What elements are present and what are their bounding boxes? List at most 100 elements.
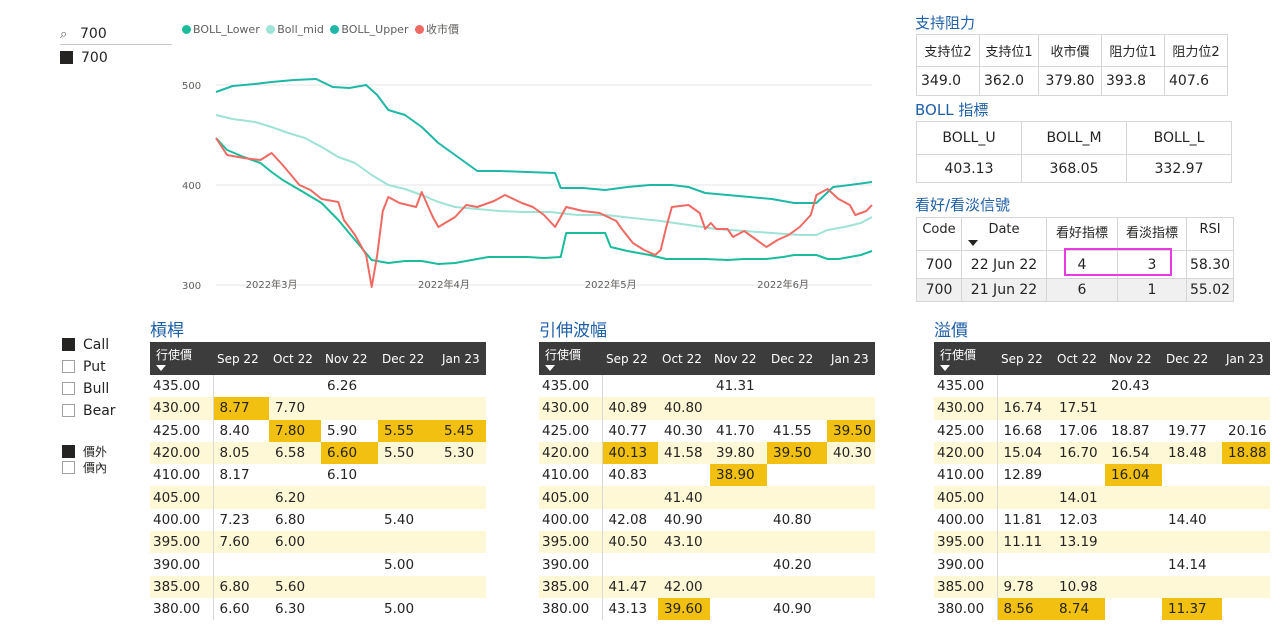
- column-header-date[interactable]: Date: [961, 217, 1047, 251]
- slicer-item-bull[interactable]: Bull: [62, 378, 116, 400]
- table-cell: 21 Jun 22: [961, 278, 1047, 302]
- matrix-row: 390.00 40.20: [539, 553, 875, 576]
- value-cell: [438, 486, 486, 509]
- legend-item-boll-mid[interactable]: Boll_mid: [266, 23, 324, 36]
- month-column-header[interactable]: Sep 22: [213, 342, 269, 375]
- series-line-[interactable]: [215, 137, 873, 288]
- month-column-header[interactable]: Sep 22: [997, 342, 1053, 375]
- month-column-header[interactable]: Dec 22: [767, 342, 827, 375]
- column-header[interactable]: RSI: [1186, 217, 1234, 251]
- series-line-boll-upper[interactable]: [215, 78, 873, 204]
- chart-legend: BOLL_Lower Boll_mid BOLL_Upper 收市價: [182, 21, 462, 37]
- month-column-header[interactable]: Oct 22: [658, 342, 710, 375]
- strike-cell: 425.00: [539, 419, 603, 442]
- value-cell: [378, 575, 438, 598]
- month-column-header[interactable]: Dec 22: [378, 342, 438, 375]
- month-column-header[interactable]: Oct 22: [269, 342, 321, 375]
- checkbox-icon[interactable]: [62, 338, 75, 351]
- stock-search-box[interactable]: ⌕ 700: [60, 26, 172, 45]
- value-cell: [1222, 531, 1270, 554]
- value-cell: [710, 397, 767, 420]
- table-header-row: 支持位2 支持位1 收市價 阻力位1 阻力位2: [916, 34, 1228, 67]
- strike-cell: 410.00: [934, 464, 998, 487]
- month-column-header[interactable]: Jan 23: [1222, 342, 1270, 375]
- matrix-row: 385.00 41.47 42.00: [539, 575, 875, 598]
- legend-item-boll-upper[interactable]: BOLL_Upper: [330, 23, 408, 36]
- value-cell: [438, 553, 486, 575]
- month-column-header[interactable]: Nov 22: [1105, 342, 1162, 375]
- month-column-header[interactable]: Dec 22: [1162, 342, 1222, 375]
- strike-cell: 400.00: [934, 508, 998, 532]
- value-cell: 14.14: [1168, 556, 1207, 573]
- checkbox-icon[interactable]: [62, 461, 75, 474]
- column-header[interactable]: 看淡指標: [1117, 217, 1187, 251]
- value-cell: 16.68: [1003, 422, 1043, 439]
- strike-cell: 435.00: [934, 375, 998, 398]
- strike-cell: 425.00: [150, 419, 214, 442]
- value-cell: 16.74: [997, 397, 1053, 420]
- checkbox-icon[interactable]: [62, 382, 75, 395]
- strike-column-header[interactable]: 行使價: [539, 342, 602, 375]
- strike-cell: 430.00: [150, 397, 214, 420]
- value-cell: [321, 598, 378, 620]
- value-cell: [1162, 464, 1222, 486]
- value-cell: 43.10: [658, 531, 710, 554]
- focus-highlight-box: [1064, 248, 1172, 276]
- checkbox-icon[interactable]: [62, 404, 75, 417]
- value-cell: 40.80: [773, 511, 812, 528]
- value-cell: [213, 553, 269, 575]
- value-cell: 5.00: [384, 556, 415, 573]
- value-cell: [827, 509, 875, 531]
- matrix-header-row: 行使價 Sep 22 Oct 22 Nov 22 Dec 22 Jan 23: [934, 342, 1270, 375]
- value-cell: 42.00: [658, 575, 710, 598]
- value-cell: [1053, 553, 1105, 575]
- value-cell: 6.80: [275, 511, 306, 528]
- sort-desc-icon[interactable]: [968, 240, 978, 246]
- value-cell: 41.55: [773, 422, 812, 439]
- strike-column-header[interactable]: 行使價: [150, 342, 213, 375]
- slicer-item-out-of-money[interactable]: 價外: [62, 444, 107, 460]
- value-cell: [1105, 509, 1162, 531]
- table-cell: 6: [1046, 278, 1118, 302]
- value-cell: [1105, 598, 1162, 620]
- value-cell: 13.19: [1053, 531, 1105, 554]
- value-cell: [269, 553, 321, 575]
- value-cell: [1222, 575, 1270, 598]
- series-line-boll-lower[interactable]: [215, 137, 873, 265]
- strike-column-header[interactable]: 行使價: [934, 342, 997, 375]
- value-cell: [321, 486, 378, 509]
- checkbox-icon[interactable]: [60, 51, 73, 64]
- month-column-header[interactable]: Oct 22: [1053, 342, 1105, 375]
- value-cell: 41.58: [658, 441, 710, 465]
- slicer-item-in-money[interactable]: 價內: [62, 460, 107, 476]
- matrix-table: 行使價 Sep 22 Oct 22 Nov 22 Dec 22 Jan 23 435.00 2…: [934, 342, 1270, 621]
- value-cell: 8.17: [219, 467, 250, 484]
- matrix-row: 395.00 11.11 13.19: [934, 531, 1270, 554]
- value-cell: [438, 464, 486, 486]
- slicer-item-700[interactable]: 700: [60, 47, 108, 69]
- support-resistance-table: 支持位2 支持位1 收市價 阻力位1 阻力位2 349.0 362.0 379.…: [916, 34, 1228, 96]
- sort-desc-icon[interactable]: [156, 365, 166, 371]
- search-input[interactable]: 700: [80, 26, 107, 42]
- series-line-boll-mid[interactable]: [215, 114, 873, 236]
- strike-cell: 385.00: [150, 575, 214, 598]
- sort-desc-icon[interactable]: [545, 365, 555, 371]
- legend-item-boll-lower[interactable]: BOLL_Lower: [182, 23, 260, 36]
- value-cell: [1222, 486, 1270, 509]
- slicer-item-put[interactable]: Put: [62, 356, 116, 378]
- strike-cell: 385.00: [539, 575, 603, 598]
- slicer-item-bear[interactable]: Bear: [62, 400, 116, 422]
- legend-item-close[interactable]: 收市價: [414, 21, 459, 37]
- month-column-header[interactable]: Sep 22: [602, 342, 658, 375]
- column-header[interactable]: 看好指標: [1046, 217, 1118, 251]
- checkbox-icon[interactable]: [62, 445, 75, 458]
- month-column-header[interactable]: Jan 23: [438, 342, 486, 375]
- value-cell: [602, 553, 658, 575]
- month-column-header[interactable]: Jan 23: [827, 342, 875, 375]
- month-column-header[interactable]: Nov 22: [321, 342, 378, 375]
- sort-desc-icon[interactable]: [940, 365, 950, 371]
- slicer-item-call[interactable]: Call: [62, 334, 116, 356]
- month-column-header[interactable]: Nov 22: [710, 342, 767, 375]
- column-header[interactable]: Code: [916, 217, 962, 251]
- checkbox-icon[interactable]: [62, 360, 75, 373]
